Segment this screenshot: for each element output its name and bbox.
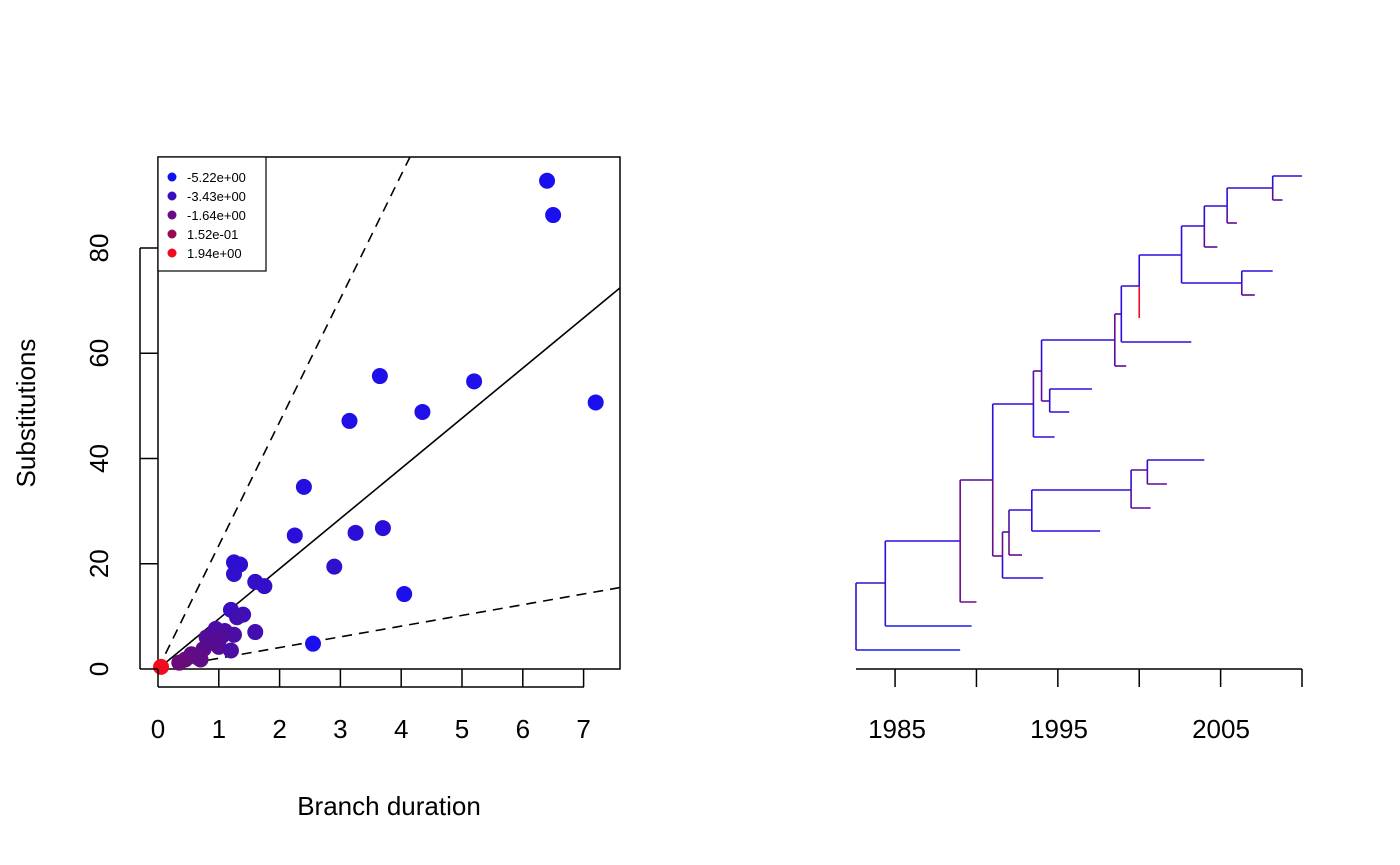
legend-swatch-0 (167, 172, 177, 182)
legend-label-4: 1.94e+00 (187, 246, 242, 261)
legend-label-1: -3.43e+00 (187, 189, 246, 204)
x-tick-label-1: 1 (212, 714, 226, 744)
scatter-point-37 (153, 658, 170, 675)
time-tick-label-1985: 1985 (868, 714, 926, 744)
time-tick-label-1995: 1995 (1030, 714, 1088, 744)
scatter-point-3 (371, 368, 388, 385)
tree-branches (855, 175, 1302, 651)
x-tick-label-2: 2 (272, 714, 286, 744)
scatter-point-24 (247, 624, 264, 641)
scatter-point-21 (229, 609, 246, 626)
x-axis-title: Branch duration (297, 791, 481, 821)
scatter-point-13 (225, 565, 242, 582)
y-tick-label-80: 80 (84, 234, 114, 263)
x-tick-label-6: 6 (516, 714, 530, 744)
scatter-point-36 (192, 651, 209, 668)
x-tick-label-7: 7 (576, 714, 590, 744)
y-tick-label-60: 60 (84, 339, 114, 368)
scatter-point-16 (256, 578, 273, 595)
scatter-point-14 (326, 558, 343, 575)
y-axis-title: Substitutions (11, 339, 41, 488)
scatter-point-6 (341, 412, 358, 429)
legend-label-0: -5.22e+00 (187, 170, 246, 185)
scatter-point-27 (225, 626, 242, 643)
x-axis: 0 1 2 3 4 5 6 7 Branch duration (151, 669, 591, 821)
legend-swatch-1 (167, 191, 177, 201)
legend-swatch-3 (167, 229, 177, 239)
scatter-point-0 (539, 172, 556, 189)
data-points (153, 172, 604, 675)
scatter-point-30 (222, 642, 239, 659)
scatter-point-8 (374, 520, 391, 537)
y-tick-label-40: 40 (84, 444, 114, 473)
x-tick-label-0: 0 (151, 714, 165, 744)
y-tick-label-20: 20 (84, 549, 114, 578)
scatter-point-17 (396, 586, 413, 603)
legend: -5.22e+00 -3.43e+00 -1.64e+00 1.52e-01 1.94e… (157, 156, 267, 272)
legend-swatch-2 (167, 210, 177, 220)
x-tick-label-3: 3 (333, 714, 347, 744)
y-axis: 0 20 40 60 80 Substitutions (11, 234, 158, 676)
scatter-point-7 (295, 478, 312, 495)
scatter-panel: 0 20 40 60 80 Substitutions 0 1 2 3 4 5 … (11, 156, 621, 821)
y-tick-label-0: 0 (84, 662, 114, 676)
scatter-point-10 (347, 524, 364, 541)
time-axis: 1985 1995 2005 (856, 668, 1303, 744)
legend-label-3: 1.52e-01 (187, 227, 238, 242)
x-tick-label-4: 4 (394, 714, 408, 744)
time-tick-label-2005: 2005 (1192, 714, 1250, 744)
plot-frame (157, 156, 621, 670)
scatter-point-29 (210, 638, 227, 655)
scatter-point-5 (414, 403, 431, 420)
scatter-point-1 (545, 207, 562, 224)
scatter-point-18 (305, 635, 322, 652)
tree-panel: 1985 1995 2005 (855, 175, 1303, 744)
scatter-point-9 (286, 527, 303, 544)
x-tick-label-5: 5 (455, 714, 469, 744)
scatter-point-35 (171, 654, 188, 671)
legend-label-2: -1.64e+00 (187, 208, 246, 223)
legend-swatch-4 (167, 248, 177, 258)
scatter-point-2 (587, 394, 604, 411)
scatter-point-4 (466, 373, 483, 390)
